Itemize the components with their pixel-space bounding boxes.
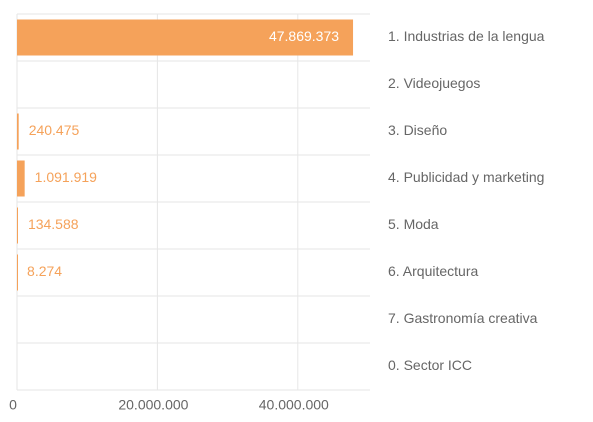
category-label: 6. Arquitectura [388, 263, 478, 279]
bar [17, 19, 354, 56]
x-tick-label: 0 [9, 397, 17, 413]
value-label: 1.091.919 [35, 169, 97, 185]
category-label: 4. Publicidad y marketing [388, 169, 544, 185]
category-label: 3. Diseño [388, 122, 447, 138]
bar [17, 113, 19, 150]
value-label: 47.869.373 [269, 28, 339, 44]
category-label: 0. Sector ICC [388, 357, 472, 373]
bar [17, 254, 18, 291]
category-label: 5. Moda [388, 216, 439, 232]
category-label: 1. Industrias de la lengua [388, 28, 545, 44]
value-label: 134.588 [28, 216, 79, 232]
category-label: 7. Gastronomía creativa [388, 310, 538, 326]
x-tick-label: 40.000.000 [259, 397, 329, 413]
bar [17, 207, 18, 244]
value-label: 8.274 [27, 263, 62, 279]
category-label: 2. Videojuegos [388, 75, 480, 91]
value-label: 240.475 [29, 122, 80, 138]
bar [17, 160, 25, 197]
x-tick-label: 20.000.000 [118, 397, 188, 413]
